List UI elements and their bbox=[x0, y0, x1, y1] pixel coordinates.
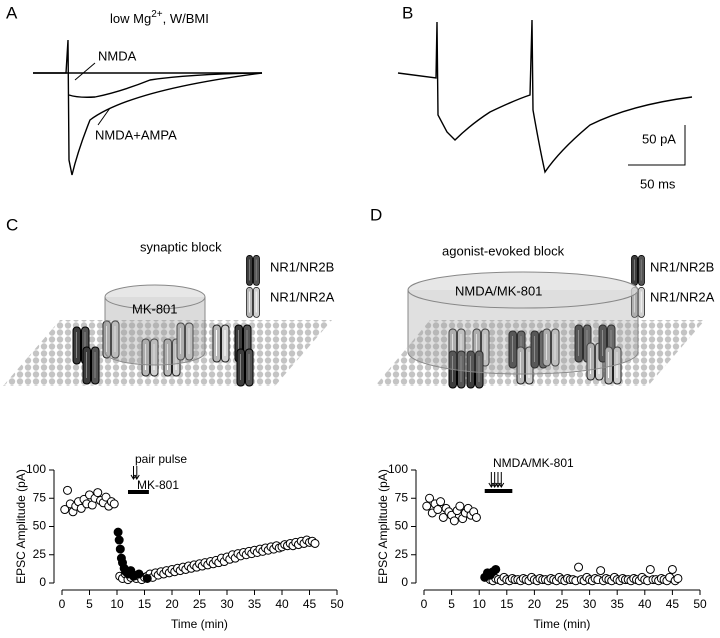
x-tick-label: 0 bbox=[421, 597, 428, 611]
data-point bbox=[491, 564, 501, 574]
panel-label: A bbox=[6, 3, 18, 22]
y-tick-label: 75 bbox=[33, 490, 47, 504]
scale-label: 50 pA bbox=[642, 131, 676, 146]
x-tick-label: 20 bbox=[528, 597, 542, 611]
legend-text: NR1/NR2A bbox=[650, 289, 715, 304]
x-tick-label: 50 bbox=[330, 597, 344, 611]
title-sup: 2+ bbox=[151, 9, 163, 20]
title-main: low Mg bbox=[110, 11, 151, 26]
data-point bbox=[113, 527, 123, 537]
y-tick-label: 50 bbox=[33, 519, 47, 533]
legend-text: NR1/NR2B bbox=[650, 259, 714, 274]
data-point bbox=[63, 485, 72, 495]
diagram-title: synaptic block bbox=[140, 239, 222, 254]
x-tick-label: 45 bbox=[303, 597, 317, 611]
annotation: NMDA/MK-801 bbox=[493, 456, 574, 470]
title-rest: , W/BMI bbox=[163, 11, 209, 26]
traces-a bbox=[33, 39, 263, 176]
x-tick-label: 15 bbox=[500, 597, 514, 611]
data-point bbox=[673, 573, 683, 583]
x-tick-label: 5 bbox=[448, 597, 455, 611]
data-point bbox=[667, 564, 677, 574]
x-tick-label: 10 bbox=[473, 597, 487, 611]
data-point bbox=[134, 569, 144, 579]
data-point bbox=[449, 516, 459, 526]
y-tick-label: 100 bbox=[26, 462, 46, 476]
data-point bbox=[109, 499, 119, 509]
cylinder-label: MK-801 bbox=[132, 301, 178, 316]
data-point bbox=[471, 512, 481, 522]
y-tick-label: 0 bbox=[401, 575, 408, 589]
data-point bbox=[574, 562, 584, 572]
x-tick-label: 30 bbox=[220, 597, 234, 611]
y-tick-label: 75 bbox=[395, 490, 409, 504]
y-axis-label: EPSC Amplitude (pA) bbox=[376, 469, 390, 584]
y-axis-label: EPSC Amplitude (pA) bbox=[14, 469, 28, 584]
x-tick-label: 20 bbox=[165, 597, 179, 611]
y-tick-label: 25 bbox=[33, 547, 47, 561]
receptor-icon bbox=[246, 254, 260, 286]
arrow-head bbox=[133, 474, 140, 480]
cylinder-label: NMDA/MK-801 bbox=[455, 283, 542, 298]
x-tick-label: 35 bbox=[248, 597, 262, 611]
data-point bbox=[310, 538, 320, 548]
data-point bbox=[142, 573, 152, 583]
panel-label: D bbox=[370, 205, 382, 224]
panel-label: B bbox=[402, 3, 413, 22]
arrow-head bbox=[498, 482, 505, 488]
trace-label: NMDA+AMPA bbox=[95, 127, 177, 142]
data-point bbox=[93, 488, 103, 498]
x-tick-label: 5 bbox=[86, 597, 93, 611]
x-tick-label: 30 bbox=[583, 597, 597, 611]
data-point bbox=[438, 512, 448, 522]
legend-text: NR1/NR2B bbox=[270, 259, 334, 274]
x-tick-label: 45 bbox=[666, 597, 680, 611]
y-tick-label: 0 bbox=[39, 575, 46, 589]
data-point bbox=[60, 505, 70, 515]
receptor-icon bbox=[631, 254, 645, 286]
data-point bbox=[115, 544, 125, 554]
cylinder bbox=[407, 271, 639, 375]
x-tick-label: 15 bbox=[138, 597, 152, 611]
cylinder bbox=[104, 284, 206, 366]
receptor-icon bbox=[246, 286, 260, 318]
legend-text: NR1/NR2A bbox=[270, 289, 335, 304]
annotation: MK-801 bbox=[137, 478, 179, 492]
x-axis-label: Time (min) bbox=[534, 617, 591, 631]
data-point bbox=[114, 535, 124, 545]
data-point bbox=[455, 501, 465, 511]
traces-b bbox=[397, 19, 693, 174]
x-tick-label: 25 bbox=[193, 597, 207, 611]
data-point bbox=[645, 564, 655, 574]
x-tick-label: 35 bbox=[611, 597, 625, 611]
data-point bbox=[433, 505, 443, 515]
annotation: pair pulse bbox=[135, 452, 187, 466]
y-tick-label: 100 bbox=[388, 462, 408, 476]
x-axis-label: Time (min) bbox=[171, 617, 228, 631]
trace-label: NMDA bbox=[98, 48, 137, 63]
x-tick-label: 40 bbox=[638, 597, 652, 611]
y-tick-label: 50 bbox=[395, 519, 409, 533]
x-tick-label: 10 bbox=[110, 597, 124, 611]
x-tick-label: 25 bbox=[555, 597, 569, 611]
data-point bbox=[436, 497, 446, 507]
panel-title: low Mg2+, W/BMI bbox=[110, 9, 209, 27]
y-tick-label: 25 bbox=[395, 547, 409, 561]
panel-label: C bbox=[6, 215, 18, 234]
x-tick-label: 50 bbox=[693, 597, 707, 611]
x-tick-label: 40 bbox=[275, 597, 289, 611]
x-tick-label: 0 bbox=[59, 597, 66, 611]
data-point bbox=[422, 501, 432, 511]
diagram-title: agonist-evoked block bbox=[442, 243, 565, 258]
scale-label: 50 ms bbox=[640, 176, 676, 191]
data-point bbox=[425, 493, 435, 503]
data-point bbox=[596, 566, 606, 576]
